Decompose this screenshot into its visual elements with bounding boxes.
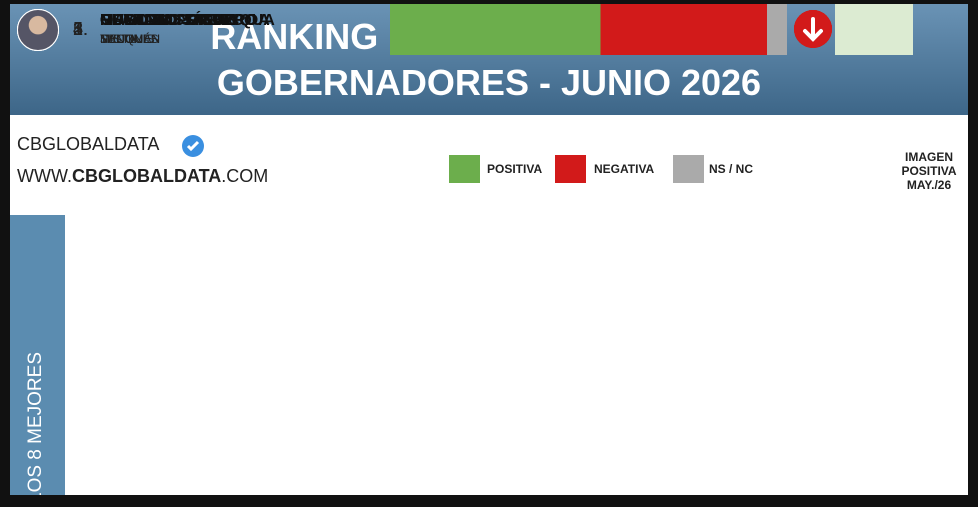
governor-name: HUGO PASSALACQUA [100, 12, 275, 29]
governor-name: GUSTAVO SÁENZ [100, 12, 236, 29]
brand-name: CBGLOBALDATA [17, 134, 160, 154]
legend-label: NS / NC [709, 162, 754, 176]
legend-label: POSITIVA [487, 162, 543, 176]
side-strip: LOS 8 MEJORES [10, 215, 65, 495]
brand-url: WWW.CBGLOBALDATA.COM [17, 166, 268, 187]
governor-name: CLAUDIO POGGI [100, 12, 230, 29]
legend-swatch [673, 155, 704, 183]
url-part: .COM [221, 166, 269, 186]
title-line: GOBERNADORES - JUNIO 2026 [216, 62, 762, 103]
rank: 2. [73, 19, 89, 39]
province: MISIONES [100, 32, 159, 46]
trend-arrow [794, 10, 832, 48]
verified-badge [182, 135, 204, 157]
column-header: IMAGEN [905, 150, 953, 164]
rank: 1. [73, 19, 89, 39]
rank: 3. [73, 19, 89, 39]
rank: 4. [73, 19, 89, 39]
column-header: MAY./26 [906, 178, 952, 192]
governor-name: ROLANDO FIGUEROA [100, 12, 270, 29]
url-part: WWW. [17, 166, 72, 186]
partial-bars [390, 4, 787, 55]
photo [17, 9, 59, 51]
previous-cell [835, 4, 913, 55]
province: NEUQUÉN [100, 32, 161, 46]
legend-swatch [555, 155, 586, 183]
province: SAN LUIS [100, 32, 155, 46]
url-part: CBGLOBALDATA [71, 166, 222, 186]
governor-name: MARCELO ORREGO [100, 12, 257, 29]
legend-label: NEGATIVA [594, 162, 655, 176]
rank: 5. [73, 19, 89, 39]
frame: RANKING DE IMAGEN POSITIVA GOBERNADORES … [10, 4, 968, 495]
province: SALTA [100, 32, 137, 46]
legend-swatch [449, 155, 480, 183]
side-label: LOS 8 MEJORES [25, 352, 46, 495]
province: TUCUMÁN [100, 32, 160, 46]
governor-name: OSVALDO JALDO [100, 12, 237, 29]
column-header: POSITIVA [901, 164, 957, 178]
